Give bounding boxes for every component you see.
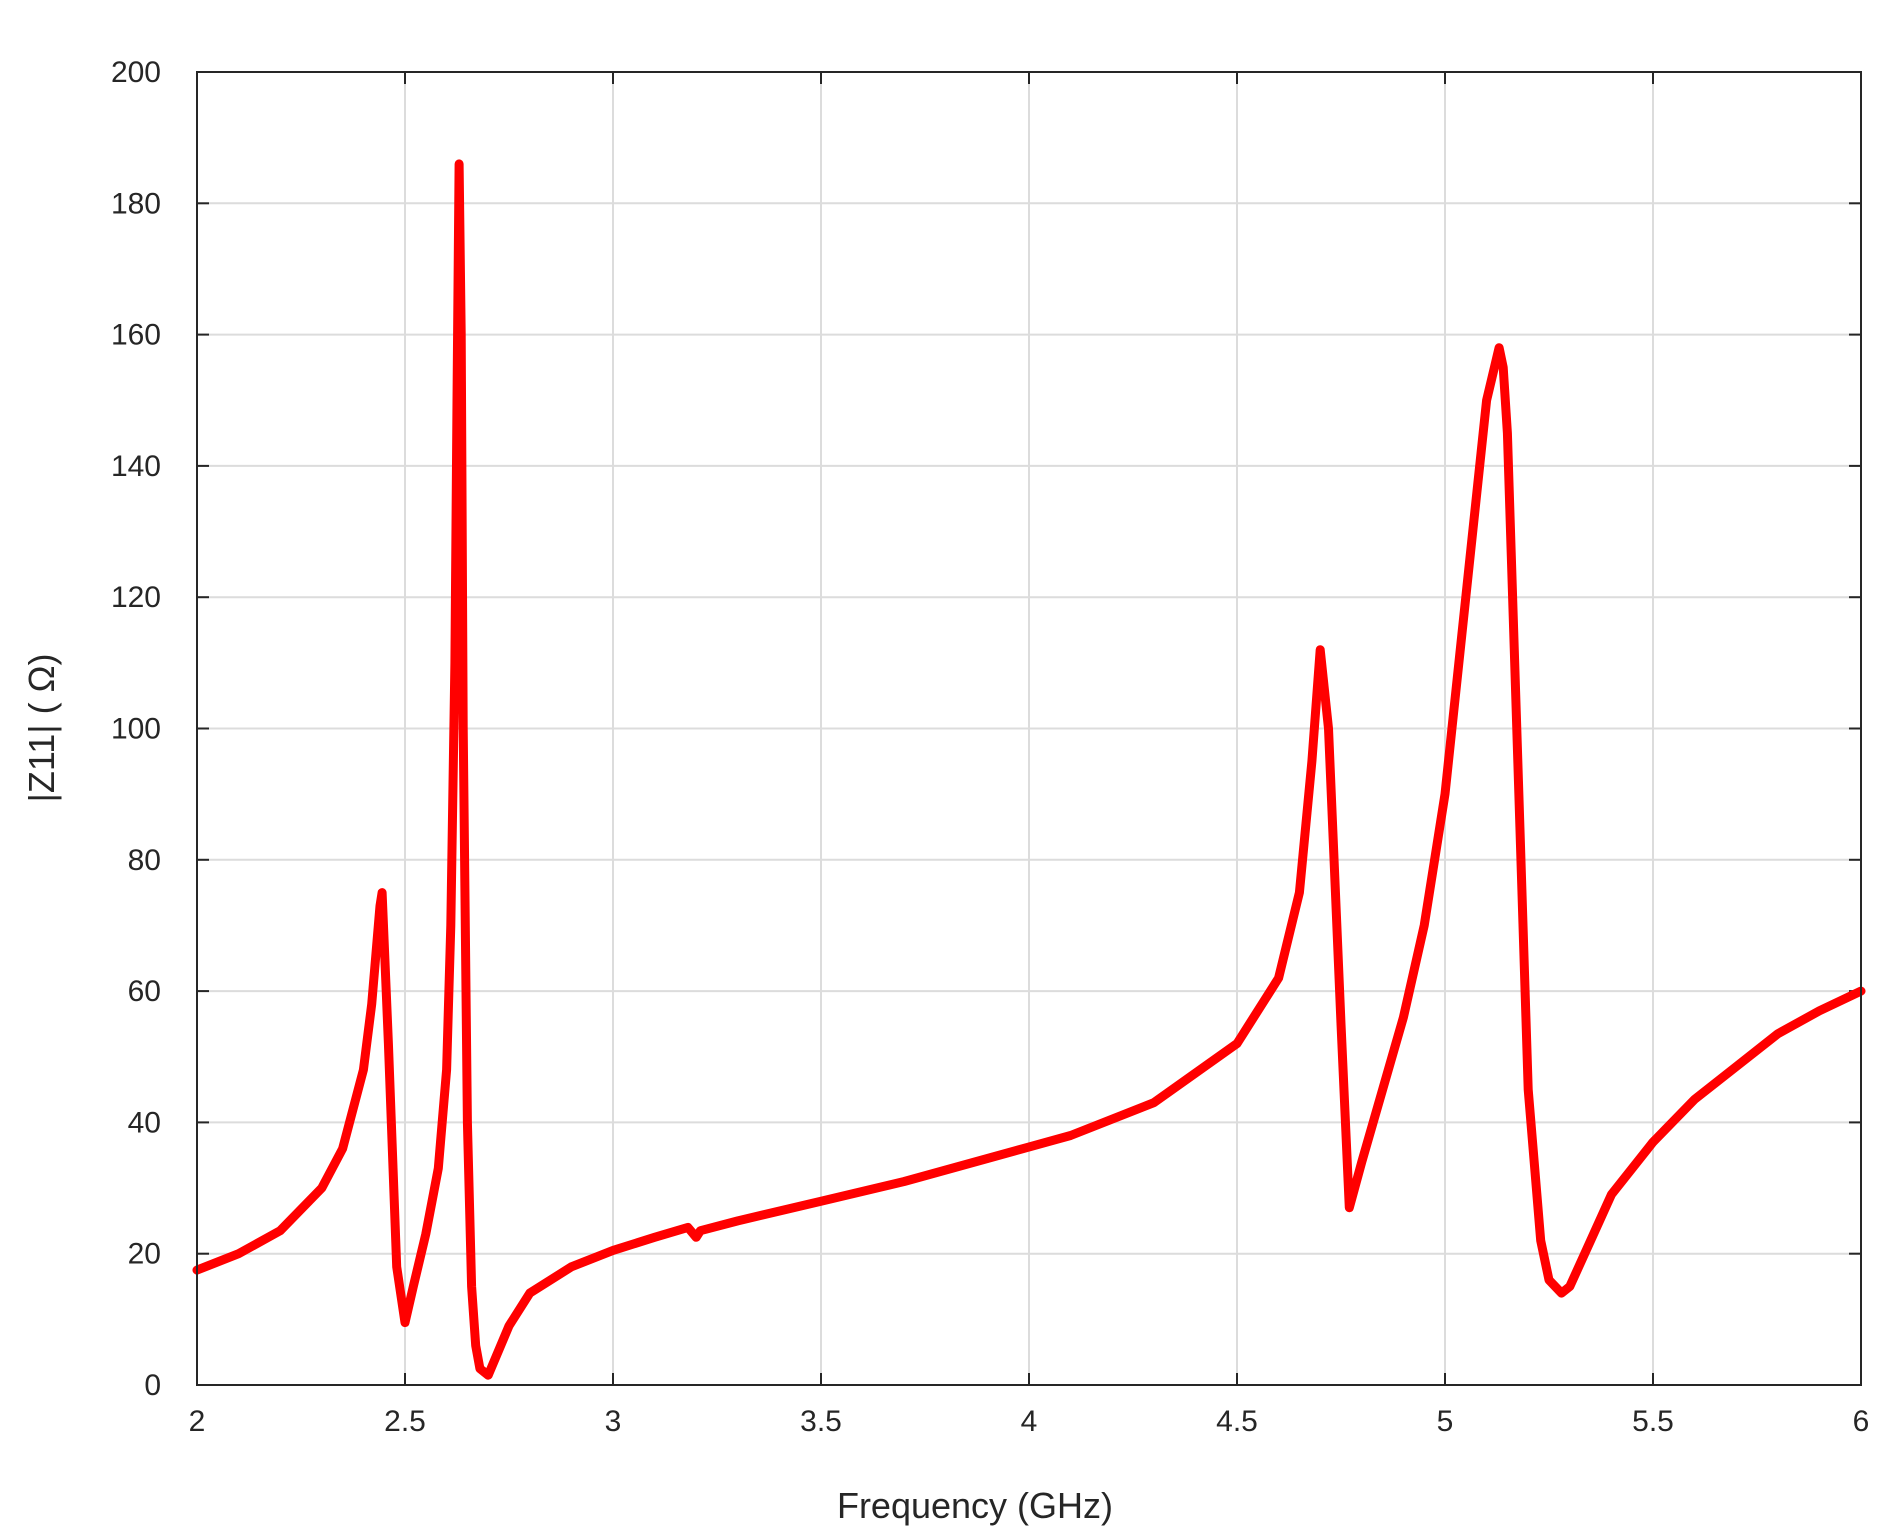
x-tick-label: 3 — [605, 1405, 622, 1438]
y-tick-label: 140 — [111, 450, 161, 483]
y-tick-label: 0 — [144, 1369, 161, 1402]
x-axis-label: Frequency (GHz) — [837, 1485, 1113, 1526]
x-tick-label: 2.5 — [384, 1405, 426, 1438]
y-tick-label: 20 — [128, 1238, 161, 1271]
x-tick-label: 3.5 — [800, 1405, 842, 1438]
x-tick-label: 2 — [189, 1405, 206, 1438]
plot-frame — [196, 71, 1862, 1386]
x-tick-label: 5.5 — [1632, 1405, 1674, 1438]
y-tick-label: 200 — [111, 56, 161, 89]
y-axis-label: |Z11| ( Ω) — [21, 654, 62, 803]
y-tick-label: 60 — [128, 975, 161, 1008]
y-tick-labels: 0 20 40 60 80 100 120 140 160 180 200 — [111, 56, 161, 1402]
x-tick-label: 4.5 — [1216, 1405, 1258, 1438]
x-tick-labels: 2 2.5 3 3.5 4 4.5 5 5.5 6 — [189, 1405, 1870, 1438]
x-tick-label: 5 — [1437, 1405, 1454, 1438]
y-tick-label: 100 — [111, 713, 161, 746]
x-tick-label: 6 — [1853, 1405, 1870, 1438]
y-tick-label: 80 — [128, 844, 161, 877]
x-tick-label: 4 — [1021, 1405, 1038, 1438]
y-tick-label: 180 — [111, 187, 161, 220]
series-line-0 — [192, 159, 1866, 1380]
series-layer — [192, 159, 1866, 1380]
y-tick-label: 160 — [111, 319, 161, 352]
y-tick-label: 40 — [128, 1106, 161, 1139]
y-tick-label: 120 — [111, 581, 161, 614]
